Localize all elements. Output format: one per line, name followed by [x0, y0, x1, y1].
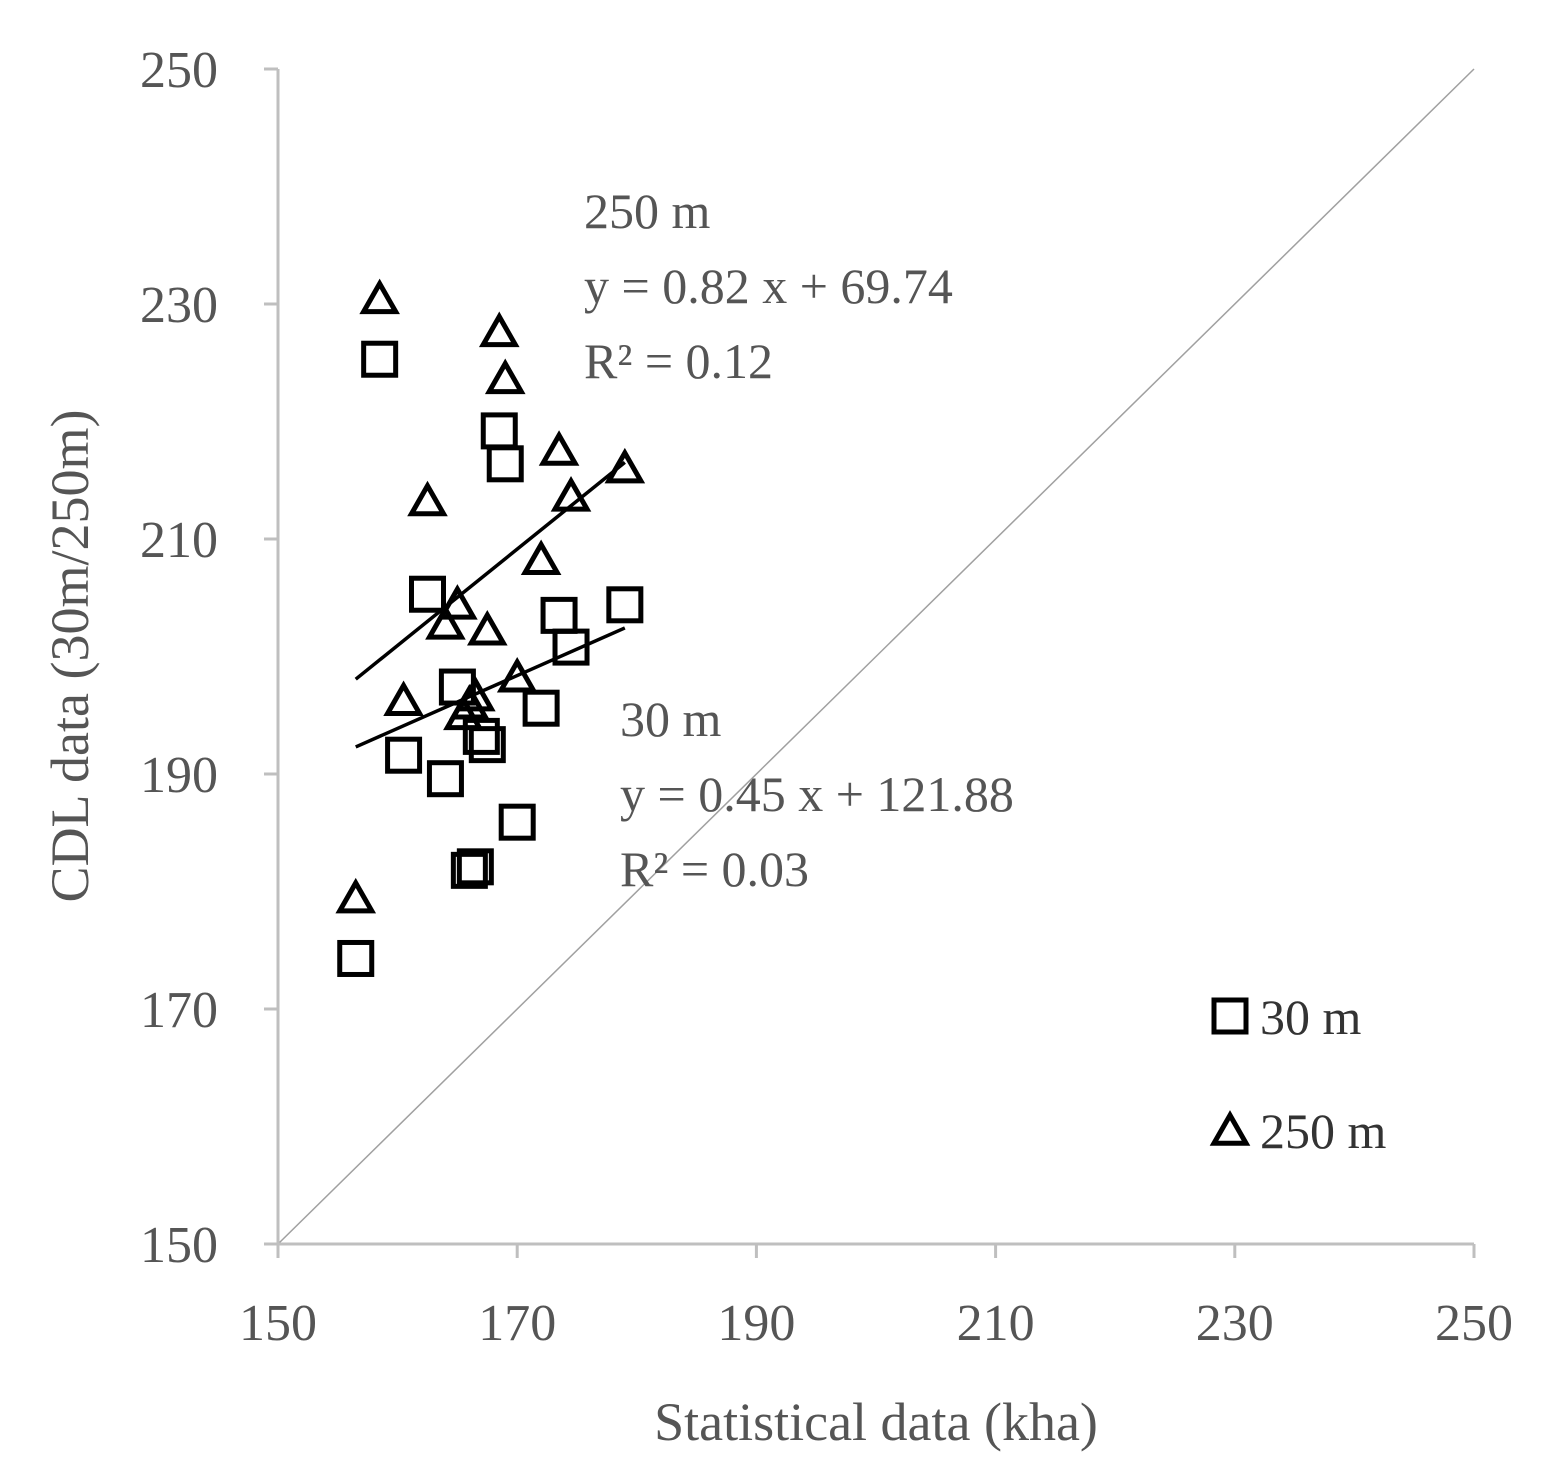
point-30m [337, 939, 375, 977]
point-250m [335, 877, 377, 914]
x-axis-title: Statistical data (kha) [654, 1392, 1098, 1452]
point-30m [522, 689, 560, 727]
point-250m [455, 675, 496, 712]
point-250m [604, 447, 646, 484]
y-tick-label: 190 [140, 747, 218, 804]
point-250m [550, 476, 592, 512]
data-points [335, 278, 646, 977]
x-tick-label: 250 [1435, 1295, 1513, 1352]
y-tick-label: 170 [140, 982, 218, 1039]
point-250m [478, 311, 520, 348]
x-tick-label: 170 [478, 1295, 556, 1352]
point-30m [385, 736, 423, 774]
point-250m [407, 480, 448, 517]
y-tick-label: 210 [140, 512, 218, 569]
point-30m [468, 726, 506, 764]
annotation-250m-line-2: y = 0.82 x + 69.74 [584, 258, 953, 314]
axes: 150 170 190 210 230 250 150 170 190 210 230 250 [140, 42, 1513, 1352]
point-30m [606, 586, 644, 624]
trendline-30m [355, 626, 626, 749]
point-250m [425, 604, 466, 640]
y-axis-title: CDL data (30m/250m) [40, 410, 100, 903]
annotation-250m-line-3: R² = 0.12 [584, 333, 773, 389]
point-250m [520, 539, 562, 576]
legend-marker-30m [1211, 997, 1249, 1035]
y-tick-label: 150 [140, 1217, 218, 1274]
annotation-250m-line-1: 250 m [584, 183, 711, 239]
point-30m [498, 803, 536, 841]
point-30m [552, 628, 590, 666]
point-250m [437, 584, 478, 620]
point-250m [359, 278, 400, 315]
point-30m [462, 717, 500, 755]
legend: 30 m 250 m [1209, 989, 1387, 1159]
point-30m [486, 445, 524, 483]
annotation-30m-line-1: 30 m [620, 691, 722, 747]
x-tick-label: 190 [717, 1295, 795, 1352]
point-250m [484, 358, 526, 395]
point-250m [538, 430, 580, 466]
annotation-30m-line-2: y = 0.45 x + 121.88 [620, 766, 1014, 822]
y-tick-label: 250 [140, 42, 218, 99]
annotation-30m-line-3: R² = 0.03 [620, 841, 809, 897]
reference-line-layer [277, 68, 1475, 1245]
point-30m [450, 851, 488, 889]
point-250m [496, 656, 538, 693]
legend-label-30m: 30 m [1260, 989, 1362, 1045]
legend-label-250m: 250 m [1260, 1103, 1387, 1159]
point-30m [456, 848, 494, 886]
y-tick-label: 230 [140, 277, 218, 334]
point-30m [480, 412, 518, 450]
point-30m [426, 760, 464, 798]
x-tick-label: 210 [957, 1295, 1035, 1352]
point-30m [540, 596, 578, 634]
x-tick-label: 230 [1196, 1295, 1274, 1352]
one-to-one-line [277, 68, 1475, 1245]
legend-marker-250m [1209, 1110, 1251, 1146]
point-30m [361, 340, 399, 378]
point-250m [466, 609, 508, 646]
point-30m [409, 575, 446, 613]
annotations: 250 m y = 0.82 x + 69.74 R² = 0.12 30 m y = … [584, 183, 1014, 897]
x-tick-label: 150 [239, 1295, 317, 1352]
point-250m [383, 680, 424, 717]
